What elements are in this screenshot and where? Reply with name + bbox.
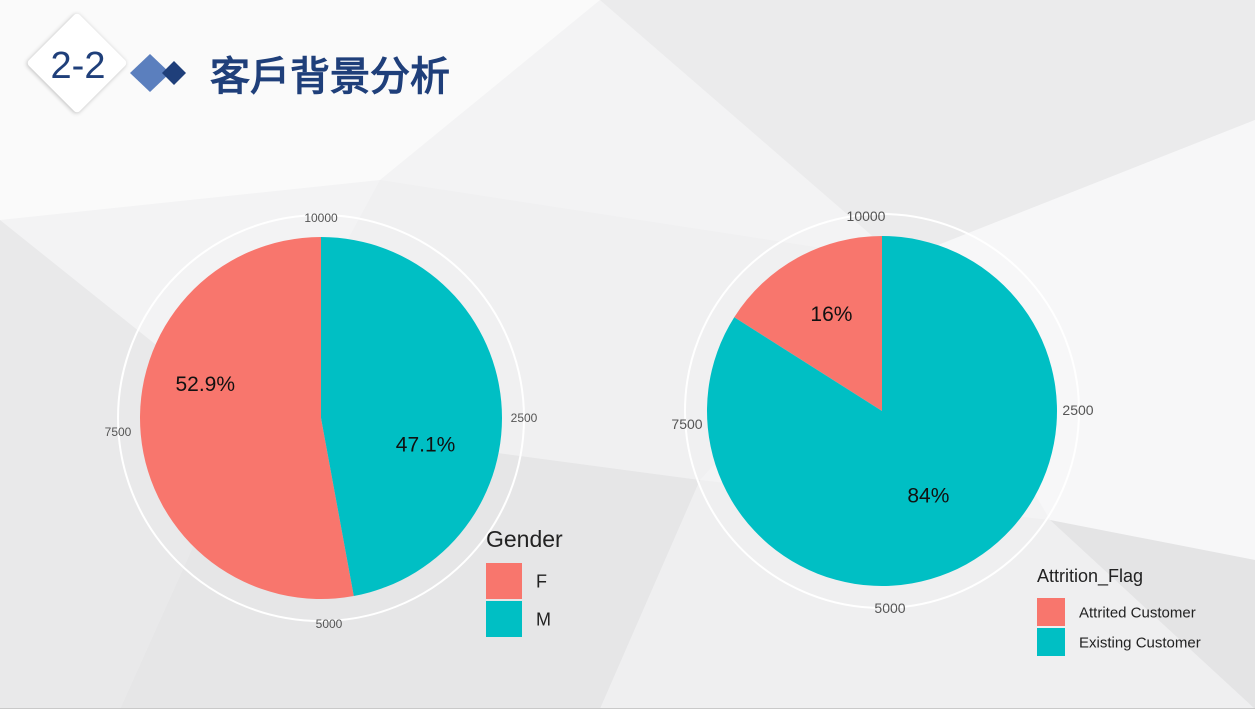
- radial-tick-label: 10000: [847, 208, 886, 224]
- polar-grid-ring: [684, 213, 1080, 609]
- legend-swatch: [486, 563, 522, 599]
- pie-slice-f: [140, 237, 354, 599]
- page-title: 客戶背景分析: [210, 54, 450, 100]
- legend-swatch: [486, 601, 522, 637]
- slice-label: 16%: [810, 303, 852, 326]
- legend-swatch: [1037, 628, 1065, 656]
- pie-slice-m: [321, 237, 503, 597]
- slice-label: 52.9%: [175, 373, 235, 396]
- radial-tick-label: 10000: [304, 211, 338, 225]
- pie-slice-existing-customer: [706, 236, 1057, 586]
- radial-tick-label: 7500: [105, 425, 132, 439]
- pie-chart-1: 52.9% 47.1% 10000 2500 5000 7500 Gender FM: [105, 211, 563, 637]
- radial-tick-label: 5000: [316, 617, 343, 631]
- pie-chart-2: 16% 84% 10000 2500 5000 7500 Attrition_Flag Att…: [671, 208, 1201, 656]
- legend-label: Existing Customer: [1079, 634, 1201, 651]
- legend-swatch: [1037, 598, 1065, 626]
- slice-label: 47.1%: [396, 433, 456, 456]
- double-diamond-icon: [130, 54, 186, 92]
- legend-title: Gender: [486, 526, 563, 552]
- polar-grid-ring: [117, 214, 525, 622]
- legend-title: Attrition_Flag: [1037, 566, 1143, 587]
- radial-tick-label: 7500: [671, 416, 702, 432]
- radial-tick-label: 2500: [511, 411, 538, 425]
- radial-tick-label: 2500: [1062, 402, 1093, 418]
- legend-label: F: [536, 571, 547, 591]
- slide-number: 2-2: [50, 45, 106, 87]
- legend-label: M: [536, 609, 551, 629]
- pie-slice-attrited-customer: [734, 236, 882, 411]
- slice-label: 84%: [907, 484, 949, 507]
- legend-label: Attrited Customer: [1079, 604, 1196, 621]
- radial-tick-label: 5000: [874, 600, 905, 616]
